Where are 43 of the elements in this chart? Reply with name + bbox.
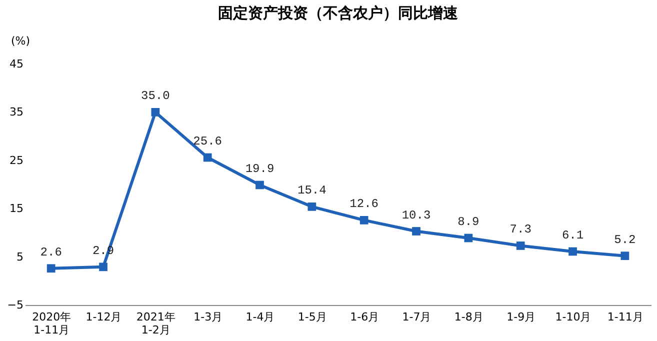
text: 8.9 <box>458 215 480 229</box>
point <box>620 252 630 260</box>
point <box>256 180 264 190</box>
text: 6.1 <box>562 228 584 242</box>
text: 15.4 <box>298 184 326 198</box>
x-tick-label: 1-3月 <box>194 310 223 324</box>
x-tick-label: 1-12月 <box>86 310 122 324</box>
x-tick-label: 1-9月 <box>506 310 536 324</box>
text: 25.6 <box>193 134 222 149</box>
point <box>464 234 473 242</box>
point <box>516 242 525 250</box>
text: 10.3 <box>402 208 431 222</box>
y-tick-label: 45 <box>10 58 24 70</box>
y-tick-label: 25 <box>10 154 24 167</box>
x-tick-label: 2021年 1-2月 <box>136 310 176 336</box>
y-tick-label: −5 <box>7 298 24 312</box>
point <box>412 227 420 236</box>
point <box>99 262 108 272</box>
x-tick-label: 1-7月 <box>402 310 432 324</box>
text: 5.2 <box>614 232 636 247</box>
text: 12.6 <box>350 197 378 212</box>
x-tick-label: 1-8月 <box>454 310 484 324</box>
text: 35.0 <box>141 89 170 104</box>
y-tick-label: 15 <box>10 202 24 216</box>
chart-title: 固定资产投资（不含农户）同比增速 <box>218 4 459 22</box>
text: 2.6 <box>40 245 62 260</box>
x-tick-label: 1-11月 <box>607 310 644 324</box>
point <box>46 264 56 273</box>
point <box>568 247 577 256</box>
y-axis-title: (%) <box>10 34 30 48</box>
x-tick-label: 2020年 1-11月 <box>32 310 72 336</box>
point <box>203 153 212 162</box>
x-tick-label: 1-10月 <box>555 310 592 324</box>
text: 7.3 <box>510 222 532 237</box>
y-tick-label: 5 <box>16 250 24 264</box>
point <box>151 108 160 116</box>
point <box>360 216 368 224</box>
point <box>308 202 316 211</box>
x-tick-label: 1-6月 <box>350 310 380 324</box>
x-tick-label: 1-5月 <box>298 310 327 324</box>
text: 19.9 <box>245 162 274 176</box>
x-tick-label: 1-4月 <box>246 310 275 324</box>
y-tick-label: 35 <box>10 106 24 119</box>
